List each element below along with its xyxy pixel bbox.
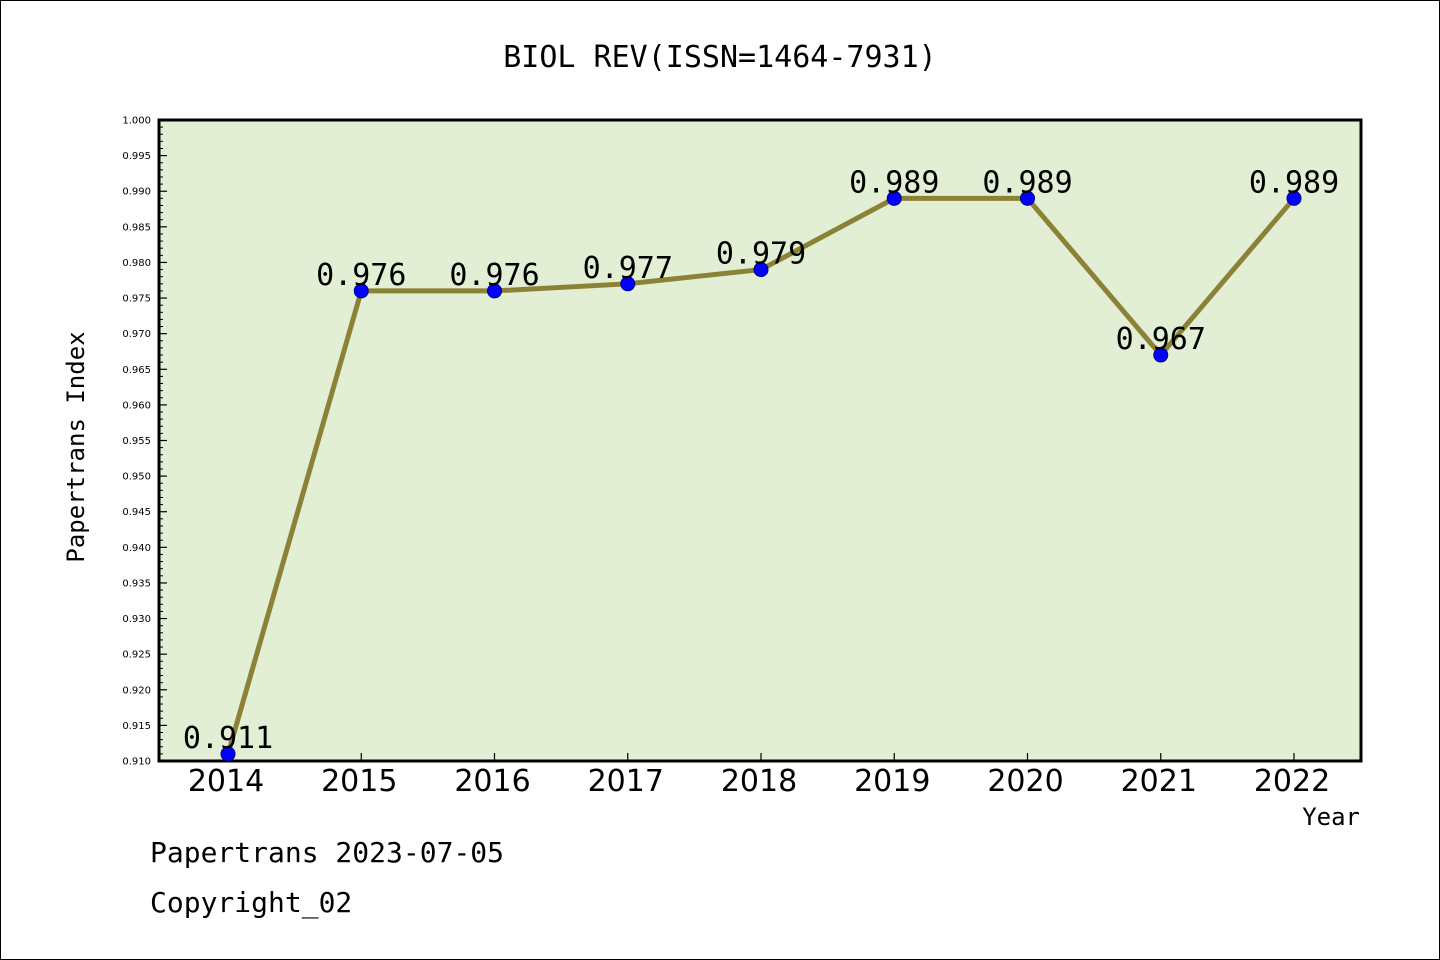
y-axis-label: Papertrans Index [62,331,90,562]
footer-copyright: Copyright_02 [150,886,353,919]
y-tick-label: 0.995 [122,151,151,162]
x-tick-label: 2020 [987,764,1063,799]
x-axis-label: Year [1302,803,1360,831]
y-tick-label: 0.940 [122,543,151,554]
chart-title: BIOL REV(ISSN=1464-7931) [503,40,936,75]
y-axis: 0.910 0.915 0.920 0.925 0.930 0.935 0.940 0.945… [122,116,167,768]
x-tick-label: 2014 [188,764,264,799]
x-tick-label: 2022 [1254,764,1330,799]
y-tick-label: 0.935 [122,578,151,589]
y-tick-label: 0.945 [122,507,151,518]
data-label: 0.989 [849,165,939,200]
y-tick-label: 0.970 [122,329,151,340]
y-tick-label: 0.925 [122,650,151,661]
data-point [1153,347,1169,363]
x-tick-label: 2018 [721,764,797,799]
x-tick-label: 2021 [1121,764,1197,799]
data-point [1286,190,1302,206]
data-point [753,262,769,278]
data-label: 0.977 [583,251,673,286]
data-point [886,190,902,206]
x-axis: 2014 2015 2016 2017 2018 2019 2020 2021 2022 [188,753,1330,799]
x-tick-label: 2019 [854,764,930,799]
data-label: 0.976 [316,258,406,293]
y-tick-label: 0.920 [122,685,151,696]
data-label: 0.989 [1249,165,1339,200]
y-tick-label: 1.000 [122,116,151,127]
data-label: 0.967 [1116,322,1206,357]
data-point [220,746,236,762]
y-tick-label: 0.990 [122,187,151,198]
data-label: 0.976 [449,258,539,293]
x-tick-label: 2015 [321,764,397,799]
plot-area [157,118,1363,763]
y-tick-label: 0.955 [122,436,151,447]
x-tick-label: 2016 [454,764,530,799]
y-tick-label: 0.980 [122,258,151,269]
data-point [353,283,369,299]
data-label: 0.979 [716,237,806,272]
y-tick-label: 0.950 [122,472,151,483]
y-tick-label: 0.910 [122,757,151,768]
x-tick-label: 2017 [588,764,664,799]
data-label: 0.911 [183,721,273,756]
y-tick-label: 0.930 [122,614,151,625]
data-point [620,276,636,292]
y-tick-label: 0.965 [122,365,151,376]
data-label: 0.989 [982,165,1072,200]
y-tick-label: 0.985 [122,222,151,233]
y-tick-label: 0.960 [122,400,151,411]
y-tick-label: 0.915 [122,721,151,732]
series: 0.911 0.976 0.976 0.977 0.979 0.989 0.989 0.967… [183,165,1339,762]
data-point [487,283,502,299]
footer-date: Papertrans 2023-07-05 [150,836,505,869]
data-point [1020,190,1035,206]
y-tick-label: 0.975 [122,294,151,305]
